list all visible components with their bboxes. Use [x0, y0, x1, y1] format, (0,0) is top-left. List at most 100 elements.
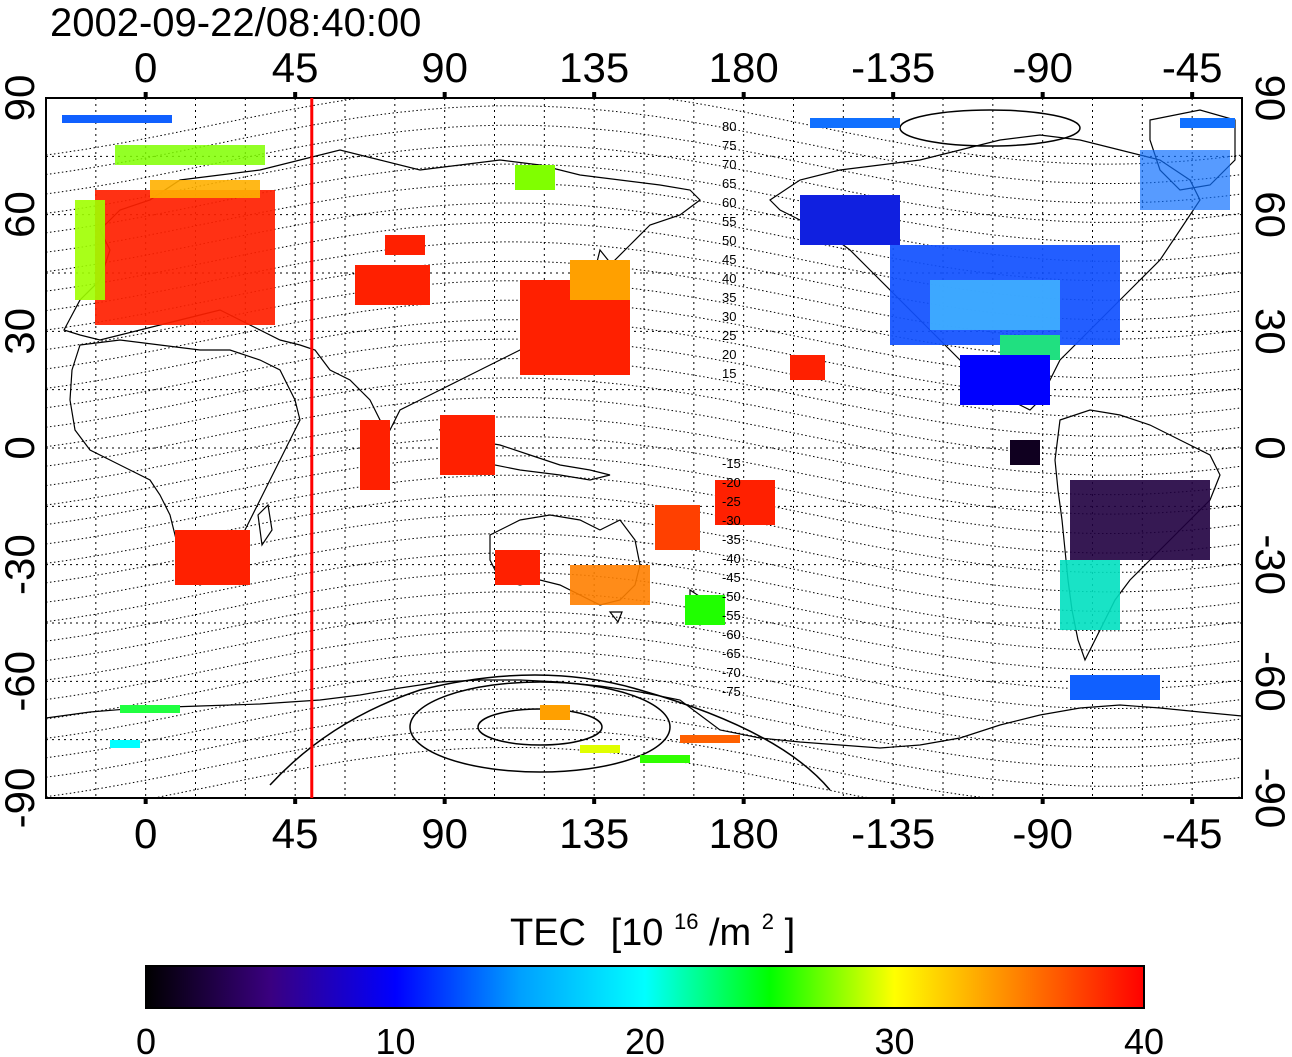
contour-label: -30	[722, 513, 741, 528]
colorbar-title-unit-end: ]	[785, 912, 796, 954]
tec-patch	[175, 530, 250, 585]
latitude-tick-label-left: -60	[0, 651, 43, 712]
tec-patch	[800, 195, 900, 245]
colorbar-title-unit-mid: /m	[709, 912, 751, 954]
longitude-tick-mark	[1040, 92, 1045, 98]
tec-patch	[1070, 675, 1160, 700]
contour-label: 25	[722, 328, 736, 343]
tec-patch	[75, 200, 105, 300]
tec-patch	[960, 355, 1050, 405]
longitude-tick-mark	[741, 798, 746, 804]
longitude-tick-mark	[143, 798, 148, 804]
longitude-tick-mark	[293, 92, 298, 98]
tec-patch	[440, 415, 495, 475]
longitude-tick-mark	[293, 798, 298, 804]
contour-label: -70	[722, 665, 741, 680]
latitude-tick-label-left: -30	[0, 534, 43, 595]
longitude-tick-label-top: 90	[421, 44, 468, 91]
tec-patch	[570, 565, 650, 605]
colorbar-gradient	[145, 965, 1145, 1009]
longitude-tick-label-bottom: -45	[1162, 810, 1223, 857]
contour-line	[46, 377, 1242, 457]
tec-patch	[655, 505, 700, 550]
colorbar-tick-label: 10	[375, 1021, 415, 1057]
longitude-tick-mark	[592, 798, 597, 804]
latitude-tick-label-left: 90	[0, 75, 43, 122]
longitude-tick-mark	[592, 92, 597, 98]
contour-label: 50	[722, 233, 736, 248]
contour-label: -35	[722, 532, 741, 547]
contour-line	[46, 552, 1242, 632]
tec-patch	[1060, 560, 1120, 630]
latitude-tick-label-left: 60	[0, 191, 43, 238]
tec-patch	[640, 755, 690, 763]
longitude-tick-mark	[891, 798, 896, 804]
latitude-tick-label-left: 0	[0, 436, 43, 459]
contour-line	[46, 649, 1242, 729]
latitude-tick-label-right: -90	[1247, 768, 1292, 829]
tec-patch	[385, 235, 425, 255]
longitude-tick-label-bottom: -135	[851, 810, 935, 857]
coastline-south-america	[1054, 409, 1221, 662]
latitude-tick-label-right: 0	[1247, 436, 1292, 459]
colorbar-tick-label: 30	[874, 1021, 914, 1057]
contour-label: -25	[722, 494, 741, 509]
contour-label: -15	[722, 456, 741, 471]
contour-line	[46, 708, 1242, 787]
longitude-tick-mark	[891, 92, 896, 98]
tec-patch	[150, 180, 260, 198]
contour-line	[46, 338, 1242, 418]
longitude-tick-label-bottom: 90	[421, 810, 468, 857]
contour-label: -55	[722, 608, 741, 623]
contour-label: 20	[722, 347, 736, 362]
contour-line	[46, 688, 1242, 768]
longitude-tick-label-bottom: -90	[1012, 810, 1073, 857]
tec-patch	[360, 420, 390, 490]
tec-patch	[515, 165, 555, 190]
contour-label: -60	[722, 627, 741, 642]
tec-patch	[680, 735, 740, 743]
contour-line	[46, 358, 1242, 437]
contour-line	[46, 124, 1242, 204]
longitude-axis-top: 0 45 90 135 180 -135 -90 -45	[134, 44, 1223, 98]
longitude-tick-label-bottom: 0	[134, 810, 157, 857]
coastline-madagascar	[257, 503, 273, 547]
tec-patch	[930, 280, 1060, 330]
longitude-tick-label-top: 135	[559, 44, 629, 91]
tec-patch	[110, 740, 140, 748]
longitude-tick-mark	[741, 92, 746, 98]
timestamp-title: 2002-09-22/08:40:00	[50, 1, 421, 45]
tec-patch	[810, 118, 900, 128]
tec-data-overlay	[62, 115, 1235, 763]
longitude-tick-label-bottom: 135	[559, 810, 629, 857]
coastline-tasmania	[608, 611, 623, 624]
tec-patch	[355, 265, 430, 305]
contour-label: -50	[722, 589, 741, 604]
contour-label: 75	[722, 138, 736, 153]
map-panel	[45, 97, 1243, 799]
longitude-tick-label-top: -135	[851, 44, 935, 91]
contour-line	[46, 494, 1242, 573]
longitude-tick-mark	[1040, 798, 1045, 804]
colorbar-title-unit-exponent: 16	[674, 909, 698, 934]
latitude-tick-label-right: -60	[1247, 651, 1292, 712]
tec-patch	[95, 190, 275, 325]
contour-label: 45	[722, 252, 736, 267]
longitude-tick-label-bottom: 45	[272, 810, 319, 857]
tec-patch	[1180, 118, 1235, 128]
contour-line	[46, 435, 1242, 515]
longitude-tick-mark	[442, 798, 447, 804]
contour-label: 65	[722, 176, 736, 191]
contour-line	[46, 397, 1242, 476]
contour-line	[46, 455, 1242, 534]
colorbar: TEC [10 16 /m 2 ] 0 10 20 30 40	[136, 909, 1164, 1057]
colorbar-title-unit-base: [10	[611, 912, 664, 954]
tec-patch	[1070, 480, 1210, 560]
contour-line	[46, 610, 1242, 690]
contour-line	[46, 630, 1242, 709]
tec-patch	[685, 595, 725, 625]
longitude-tick-label-top: 0	[134, 44, 157, 91]
contour-line	[46, 144, 1242, 223]
longitude-tick-mark	[143, 92, 148, 98]
